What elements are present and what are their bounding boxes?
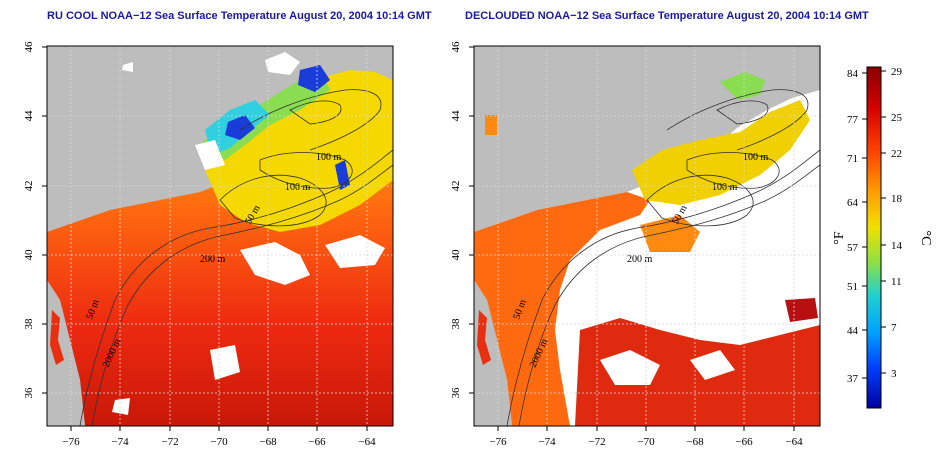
celsius-tick-label: 14 [891, 240, 903, 252]
colorbar-ticks [862, 70, 886, 379]
right-map-ticks [469, 46, 795, 431]
cool-water-gulf-region [205, 70, 393, 232]
left-map: 100 m 100 m 50 m 200 m 50 m 2000 m [23, 41, 394, 448]
lon-tick-label: −70 [210, 436, 228, 448]
bathymetry-contours [506, 89, 820, 426]
cloud-gap-south [600, 350, 735, 385]
celsius-tick-label: 3 [891, 368, 897, 380]
lon-tick-label: −70 [637, 436, 655, 448]
right-map-title: DECLOUDED NOAA−12 Sea Surface Temperatur… [465, 10, 869, 22]
lon-tick-label: −64 [785, 436, 803, 448]
lon-tick-label: −74 [538, 436, 556, 448]
orange-spot [485, 115, 497, 135]
lat-tick-label: 46 [450, 41, 462, 53]
cloud-patches [112, 52, 385, 415]
red-patch-east [785, 298, 818, 322]
lat-tick-label: 44 [23, 110, 35, 122]
lon-tick-label: −68 [686, 436, 704, 448]
fahrenheit-tick-label: 71 [847, 153, 858, 165]
map-grid-right [474, 46, 820, 426]
lat-tick-label: 36 [23, 387, 35, 399]
fahrenheit-tick-label: 37 [847, 373, 859, 385]
lat-tick-label: 40 [23, 249, 35, 261]
fahrenheit-tick-label: 57 [847, 242, 859, 254]
lat-tick-label: 36 [450, 387, 462, 399]
lon-tick-label: −72 [161, 436, 178, 448]
right-map-frame [473, 45, 821, 427]
warm-water-shelf [474, 192, 650, 426]
lon-tick-label: −64 [358, 436, 376, 448]
lon-tick-label: −74 [111, 436, 129, 448]
left-map-title: RU COOL NOAA−12 Sea Surface Temperature … [47, 10, 432, 22]
bathymetry-contours [79, 89, 393, 426]
lon-tick-label: −76 [62, 436, 80, 448]
fahrenheit-tick-label: 44 [847, 325, 859, 337]
map-grid-left [47, 46, 393, 426]
lat-tick-label: 38 [23, 318, 35, 330]
chesapeake-bay [50, 310, 64, 365]
celsius-tick-label: 25 [891, 112, 903, 124]
contour-label-right-2: 100 m [712, 182, 738, 193]
left-map-frame [46, 45, 394, 427]
lat-tick-label: 40 [450, 249, 462, 261]
left-map-ticks [42, 46, 368, 431]
celsius-tick-label: 22 [891, 148, 902, 160]
lon-tick-label: −76 [489, 436, 507, 448]
lat-tick-label: 42 [23, 181, 35, 192]
celsius-tick-label: 7 [891, 322, 897, 334]
contour-label-left-4: 200 m [200, 254, 226, 265]
lon-tick-label: −68 [259, 436, 277, 448]
lon-tick-label: −72 [588, 436, 605, 448]
celsius-tick-label: 29 [891, 66, 903, 78]
lat-tick-label: 44 [450, 110, 462, 122]
temperature-colorbar: 84 77 71 64 57 51 44 37 29 25 22 18 14 1… [832, 66, 933, 409]
fahrenheit-unit-label: °F [832, 231, 847, 245]
blue-cold-patches [225, 65, 350, 190]
chesapeake-bay [477, 310, 491, 365]
fahrenheit-tick-label: 84 [847, 68, 859, 80]
contour-label-left-1: 100 m [316, 152, 342, 163]
lat-tick-label: 38 [450, 318, 462, 330]
contour-label-left-2: 100 m [285, 182, 311, 193]
lon-tick-label: −66 [308, 436, 326, 448]
fahrenheit-tick-label: 64 [847, 197, 859, 209]
fahrenheit-tick-label: 77 [847, 114, 859, 126]
celsius-unit-label: °C [918, 231, 933, 246]
right-map: 100 m 100 m 50 m 200 m 50 m 2000 m [450, 41, 821, 448]
celsius-tick-label: 11 [891, 276, 902, 288]
lon-tick-label: −66 [735, 436, 753, 448]
lat-tick-label: 46 [23, 41, 35, 53]
warm-water-south [575, 318, 820, 426]
colorbar-gradient [866, 66, 882, 409]
fahrenheit-tick-label: 51 [847, 281, 858, 293]
celsius-tick-label: 18 [891, 193, 903, 205]
contour-label-right-1: 100 m [743, 152, 769, 163]
contour-label-right-4: 200 m [627, 254, 653, 265]
lat-tick-label: 42 [450, 181, 462, 192]
